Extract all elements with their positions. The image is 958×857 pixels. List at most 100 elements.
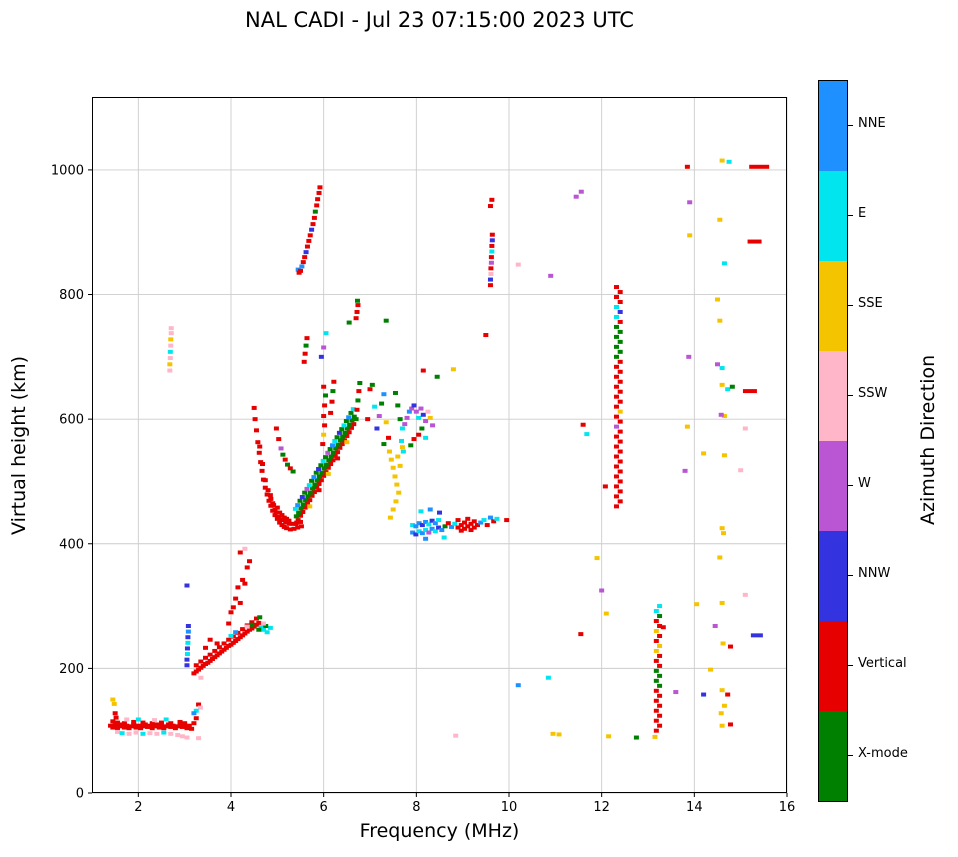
data-point — [419, 531, 425, 536]
data-point — [267, 625, 273, 630]
data-point — [343, 419, 349, 424]
data-point — [416, 521, 422, 526]
data-point — [684, 164, 690, 169]
data-point — [133, 730, 139, 735]
data-point — [747, 239, 762, 244]
data-point — [314, 478, 320, 483]
data-point — [347, 422, 353, 427]
data-point — [483, 333, 489, 338]
data-point — [617, 329, 623, 334]
x-axis-label: Frequency (MHz) — [359, 820, 520, 842]
data-point — [309, 478, 315, 483]
data-point — [321, 466, 327, 471]
data-point — [114, 720, 120, 725]
data-point — [168, 337, 174, 342]
data-point — [290, 469, 296, 474]
data-point — [357, 381, 363, 386]
data-point — [267, 493, 273, 498]
data-point — [284, 526, 290, 531]
data-point — [365, 417, 371, 422]
data-point — [291, 526, 297, 531]
x-tick-label: 4 — [227, 800, 235, 815]
data-point — [742, 389, 757, 394]
data-point — [278, 446, 284, 451]
data-point — [131, 722, 137, 727]
data-point — [274, 505, 280, 510]
data-point — [309, 493, 315, 498]
data-point — [653, 619, 659, 624]
data-point — [316, 466, 322, 471]
data-point — [432, 529, 438, 534]
data-point — [487, 283, 493, 288]
data-point — [124, 717, 130, 722]
data-point — [346, 430, 352, 435]
data-point — [186, 723, 192, 728]
data-point — [353, 417, 359, 422]
data-point — [617, 369, 623, 374]
data-point — [613, 434, 619, 439]
data-point — [131, 719, 137, 724]
data-point — [185, 629, 191, 634]
data-point — [381, 392, 387, 397]
data-point — [318, 478, 324, 483]
data-point — [244, 624, 250, 629]
data-point — [489, 232, 495, 237]
colorbar-label-ssw: SSW — [858, 386, 888, 401]
data-point — [307, 490, 313, 495]
data-point — [441, 535, 447, 540]
data-point — [613, 414, 619, 419]
data-point — [323, 455, 329, 460]
data-point — [488, 271, 494, 276]
data-point — [306, 238, 312, 243]
data-point — [386, 449, 392, 454]
data-point — [182, 723, 188, 728]
data-point — [682, 468, 688, 473]
data-point — [175, 733, 181, 738]
data-point — [167, 356, 173, 361]
colorbar-label-sse: SSE — [858, 296, 883, 311]
data-point — [613, 494, 619, 499]
data-point — [617, 319, 623, 324]
data-point — [304, 244, 310, 249]
data-point — [416, 415, 422, 420]
data-point — [344, 433, 350, 438]
data-point — [613, 295, 619, 300]
x-tick-label: 16 — [779, 800, 796, 815]
data-point — [494, 516, 500, 521]
data-point — [515, 683, 521, 688]
data-point — [613, 324, 619, 329]
data-point — [121, 721, 127, 726]
data-point — [216, 645, 222, 650]
data-point — [708, 667, 714, 672]
data-point — [196, 702, 202, 707]
data-point — [318, 463, 324, 468]
data-point — [725, 692, 731, 697]
data-point — [388, 457, 394, 462]
data-point — [333, 446, 339, 451]
data-point — [185, 640, 191, 645]
data-point — [468, 528, 474, 533]
data-point — [617, 309, 623, 314]
data-point — [163, 717, 169, 722]
data-point — [750, 633, 763, 638]
data-point — [328, 454, 334, 459]
data-point — [721, 453, 727, 458]
data-point — [307, 498, 313, 503]
data-point — [321, 345, 327, 350]
data-point — [653, 688, 659, 693]
data-point — [613, 454, 619, 459]
data-point — [613, 304, 619, 309]
y-tick-label: 1000 — [51, 163, 84, 178]
data-point — [325, 465, 331, 470]
data-point — [556, 732, 562, 737]
data-point — [264, 492, 270, 497]
data-point — [416, 529, 422, 534]
data-point — [184, 652, 190, 657]
data-point — [423, 435, 429, 440]
data-point — [450, 367, 456, 372]
data-point — [184, 726, 190, 731]
data-point — [196, 736, 202, 741]
data-point — [168, 326, 174, 331]
data-point — [487, 204, 493, 209]
data-point — [657, 713, 663, 718]
